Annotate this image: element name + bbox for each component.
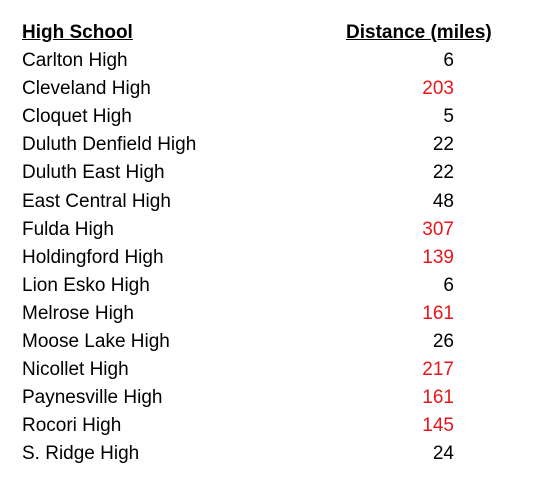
school-name: Rocori High (22, 415, 122, 437)
distance: 22 (432, 134, 454, 156)
school-name: Fulda High (22, 218, 114, 240)
distance: 26 (432, 331, 454, 352)
school-name: Holdingford High (22, 246, 164, 268)
school-name: East Central High (22, 190, 171, 212)
distance: 48 (432, 190, 454, 212)
school-name: Nicollet High (22, 359, 129, 381)
school-name: Paynesville High (22, 387, 163, 409)
school-name: Cloquet High (22, 106, 132, 128)
school-name: Moose Lake High (22, 331, 170, 352)
school-name: Cleveland High (22, 78, 151, 100)
distance: 6 (443, 50, 454, 71)
column-header: Distance (miles) (346, 22, 492, 43)
school-name: Duluth Denfield High (22, 134, 197, 156)
distance: 22 (432, 162, 454, 184)
school-name: Lion Esko High (22, 274, 150, 296)
school-name: S. Ridge High (22, 443, 140, 465)
school-name: Melrose High (22, 302, 134, 324)
column-header: High School (22, 22, 133, 43)
distance: 161 (422, 387, 454, 409)
distance: 203 (422, 78, 454, 100)
distance: 5 (443, 106, 454, 128)
distance: 139 (422, 246, 454, 268)
distance: 161 (422, 302, 454, 324)
distance: 307 (422, 218, 454, 240)
distance: 217 (422, 359, 454, 381)
school-name: Carlton High (22, 50, 128, 71)
distance: 145 (422, 415, 454, 437)
school-name: Duluth East High (22, 162, 165, 184)
distance: 6 (443, 274, 454, 296)
distance: 24 (432, 443, 454, 465)
